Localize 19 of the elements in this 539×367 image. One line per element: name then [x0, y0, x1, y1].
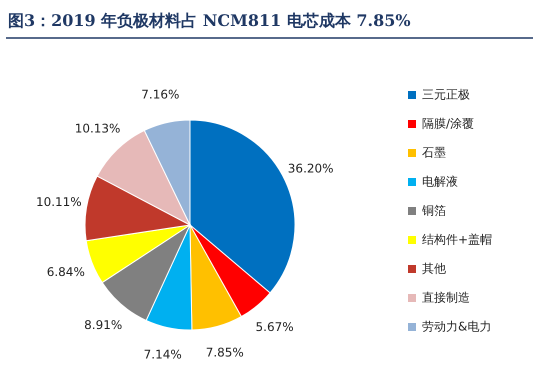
legend-label: 其他: [422, 261, 446, 276]
legend-label: 铜箔: [421, 203, 446, 218]
legend-label: 直接制造: [422, 290, 470, 304]
data-label: 6.84%: [46, 264, 85, 279]
data-label: 10.13%: [74, 122, 120, 136]
legend-label: 电解液: [422, 174, 458, 188]
legend-label: 石墨: [422, 145, 446, 160]
data-label: 7.14%: [144, 347, 182, 362]
data-label: 7.16%: [141, 88, 180, 102]
chart-title: 图3：2019 年负极材料占 NCM811 电芯成本 7.85%: [8, 11, 411, 30]
legend-label: 劳动力&电力: [422, 319, 492, 334]
data-label: 36.20%: [288, 161, 334, 176]
data-label: 7.85%: [206, 346, 244, 360]
legend-label: 三元正极: [422, 87, 470, 102]
data-label: 8.91%: [84, 318, 122, 332]
data-label: 10.11%: [36, 195, 82, 210]
legend-label: 隔膜/涂覆: [422, 116, 474, 130]
legend-label: 结构件+盖帽: [422, 232, 492, 246]
data-label: 5.67%: [256, 320, 294, 334]
